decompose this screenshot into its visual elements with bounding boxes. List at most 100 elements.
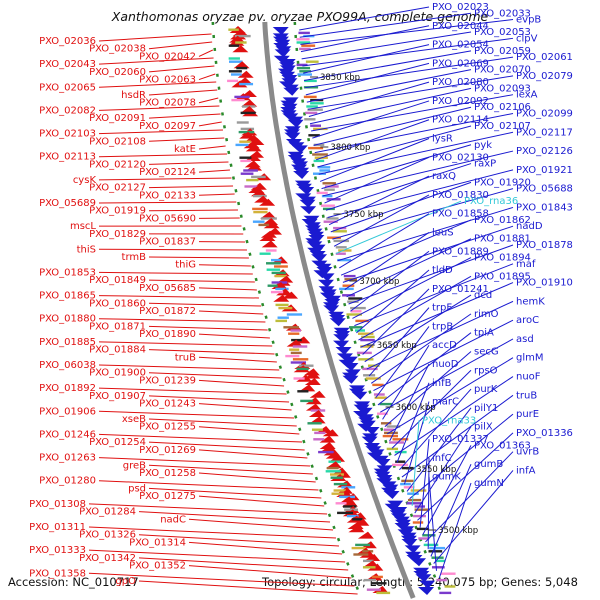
gene-label-pxo-02044[interactable]: PXO_02044 (432, 21, 489, 32)
gene-label-xseb[interactable]: xseB (122, 414, 146, 425)
gene-label-pxo-02133[interactable]: PXO_02133 (139, 190, 196, 201)
gene-label-leus[interactable]: leuS (432, 227, 454, 238)
gene-label-pxo-01878[interactable]: PXO_01878 (516, 240, 573, 251)
gene-label-pxo-02060[interactable]: PXO_02060 (89, 67, 146, 78)
gene-label-pxo-02097[interactable]: PXO_02097 (139, 121, 196, 132)
gene-label-pxo-01830[interactable]: PXO_01830 (432, 190, 489, 201)
gene-label-pxo-01239[interactable]: PXO_01239 (139, 375, 196, 386)
gene-label-pxo-02127[interactable]: PXO_02127 (89, 183, 146, 194)
gene-label-infc[interactable]: infC (432, 453, 452, 464)
gene-label-pxo-02059[interactable]: PXO_02059 (474, 46, 531, 57)
gene-label-pxo-01894[interactable]: PXO_01894 (474, 253, 531, 264)
gene-label-trmb[interactable]: trmB (122, 252, 147, 263)
gene-label-pxo-02114[interactable]: PXO_02114 (432, 115, 489, 126)
gene-label-pxo-01907[interactable]: PXO_01907 (89, 391, 146, 402)
gene-label-rimo[interactable]: rimO (474, 309, 499, 320)
gene-label-pxo-01326[interactable]: PXO_01326 (79, 530, 136, 541)
gene-label-pxo-02093[interactable]: PXO_02093 (474, 83, 531, 94)
gene-label-clpv[interactable]: clpV (516, 33, 538, 44)
gene-label-trub[interactable]: truB (516, 390, 537, 401)
gene-label-pxo-01255[interactable]: PXO_01255 (139, 422, 196, 433)
gene-label-pily1[interactable]: pilY1 (474, 403, 498, 414)
gene-label-pxo-01849[interactable]: PXO_01849 (89, 275, 146, 286)
gene-label-secg[interactable]: secG (474, 346, 499, 357)
gene-label-asd[interactable]: asd (516, 334, 534, 345)
gene-label-pxo-01342[interactable]: PXO_01342 (79, 553, 136, 564)
gene-label-pxo-02078[interactable]: PXO_02078 (139, 98, 196, 109)
gene-label-lexa[interactable]: lexA (516, 90, 538, 101)
gene-label-pxo-02130[interactable]: PXO_02130 (432, 152, 489, 163)
gene-label-pxo-01858[interactable]: PXO_01858 (432, 209, 489, 220)
gene-label-pxo-02038[interactable]: PXO_02038 (89, 44, 146, 55)
gene-label-pxo-02099[interactable]: PXO_02099 (516, 108, 573, 119)
gene-label-hsdr[interactable]: hsdR (121, 90, 146, 101)
gene-label-pxo-01919[interactable]: PXO_01919 (89, 206, 146, 217)
gene-label-trpf[interactable]: trpF (432, 303, 452, 314)
gene-label-pilx[interactable]: pilX (474, 422, 493, 433)
gene-label-infb[interactable]: infB (432, 378, 452, 389)
gene-label-psd[interactable]: psd (128, 483, 146, 494)
gene-label-pxo-01860[interactable]: PXO_01860 (89, 298, 146, 309)
gene-label-pxo-01243[interactable]: PXO_01243 (139, 399, 196, 410)
gene-label-pxo-01890[interactable]: PXO_01890 (139, 329, 196, 340)
gene-label-pxo-01865[interactable]: PXO_01865 (39, 291, 96, 302)
gene-label-pxo-02126[interactable]: PXO_02126 (516, 146, 573, 157)
gene-label-hemk[interactable]: hemK (516, 296, 545, 307)
gene-label-tpia[interactable]: tpiA (474, 328, 494, 339)
gene-label-infa[interactable]: infA (516, 465, 536, 476)
gene-label-pxo-01311[interactable]: PXO_01311 (29, 522, 86, 533)
gene-label-uvrb[interactable]: uvrB (516, 447, 539, 458)
gene-label-pxo-01246[interactable]: PXO_01246 (39, 429, 96, 440)
gene-label-pxo-01889[interactable]: PXO_01889 (432, 246, 489, 257)
gene-label-maf[interactable]: maf (516, 259, 536, 270)
gene-label-raxq[interactable]: raxQ (432, 171, 456, 182)
gene-label-pxo-01308[interactable]: PXO_01308 (29, 499, 86, 510)
gene-label-pxo-01336[interactable]: PXO_01336 (516, 428, 573, 439)
gene-label-pxo-01906[interactable]: PXO_01906 (39, 406, 96, 417)
gene-label-pxo-01900[interactable]: PXO_01900 (89, 368, 146, 379)
gene-label-trpb[interactable]: trpB (432, 321, 453, 332)
gene-label-pxo-02082[interactable]: PXO_02082 (39, 105, 96, 116)
gene-label-pxo-01871[interactable]: PXO_01871 (89, 321, 146, 332)
gene-label-pxo-01352[interactable]: PXO_01352 (129, 561, 186, 572)
gene-label-pxo-02091[interactable]: PXO_02091 (89, 113, 146, 124)
gene-label-pxo-02108[interactable]: PXO_02108 (89, 136, 146, 147)
gene-label-pxo-01333[interactable]: PXO_01333 (29, 545, 86, 556)
gene-label-mscl[interactable]: mscL (70, 221, 96, 232)
gene-label-pxo-02120[interactable]: PXO_02120 (89, 159, 146, 170)
gene-label-nuod[interactable]: nuoD (432, 359, 459, 370)
gene-label-this[interactable]: thiS (77, 244, 96, 255)
gene-label-greb[interactable]: greB (123, 460, 146, 471)
gene-label-pxo-05685[interactable]: PXO_05685 (139, 283, 196, 294)
gene-label-pxo-01885[interactable]: PXO_01885 (39, 337, 96, 348)
gene-label-pxo-01920[interactable]: PXO_01920 (474, 177, 531, 188)
gene-label-pxo-01263[interactable]: PXO_01263 (39, 453, 96, 464)
gene-label-pxo-02124[interactable]: PXO_02124 (139, 167, 196, 178)
gene-label-pxo-02106[interactable]: PXO_02106 (474, 102, 531, 113)
gene-label-pxo-02053[interactable]: PXO_02053 (474, 27, 531, 38)
gene-label-pxo-02080[interactable]: PXO_02080 (432, 77, 489, 88)
gene-label-pxo-01829[interactable]: PXO_01829 (89, 229, 146, 240)
gene-label-pxo-01254[interactable]: PXO_01254 (89, 437, 146, 448)
gene-label-tldd[interactable]: tldD (432, 265, 453, 276)
gene-label-pxo-02113[interactable]: PXO_02113 (39, 152, 96, 163)
gene-label-pxo-01284[interactable]: PXO_01284 (79, 507, 136, 518)
gene-label-pxo-01921[interactable]: PXO_01921 (516, 165, 573, 176)
gene-label-pxo-01269[interactable]: PXO_01269 (139, 445, 196, 456)
gene-label-accd[interactable]: accD (432, 340, 457, 351)
gene-label-pxo-01880[interactable]: PXO_01880 (39, 314, 96, 325)
gene-label-pxo-05689[interactable]: PXO_05689 (39, 198, 96, 209)
gene-label-gumb[interactable]: gumB (474, 459, 503, 470)
gene-label-pxo-01881[interactable]: PXO_01881 (474, 234, 531, 245)
gene-label-pxo-01895[interactable]: PXO_01895 (474, 271, 531, 282)
gene-label-pxo-01258[interactable]: PXO_01258 (139, 468, 196, 479)
gene-label-nuof[interactable]: nuoF (516, 372, 541, 383)
gene-label-pxo-01337[interactable]: PXO_01337 (432, 434, 489, 445)
gene-label-pxo-01314[interactable]: PXO_01314 (129, 537, 186, 548)
gene-label-nadd[interactable]: nadD (516, 221, 543, 232)
gene-label-pxo-01892[interactable]: PXO_01892 (39, 383, 96, 394)
gene-label-gumn[interactable]: gumN (474, 478, 504, 489)
gene-label-pxo-01358[interactable]: PXO_01358 (29, 568, 86, 579)
gene-label-pxo-01910[interactable]: PXO_01910 (516, 278, 573, 289)
gene-label-pxo-05688[interactable]: PXO_05688 (516, 184, 573, 195)
